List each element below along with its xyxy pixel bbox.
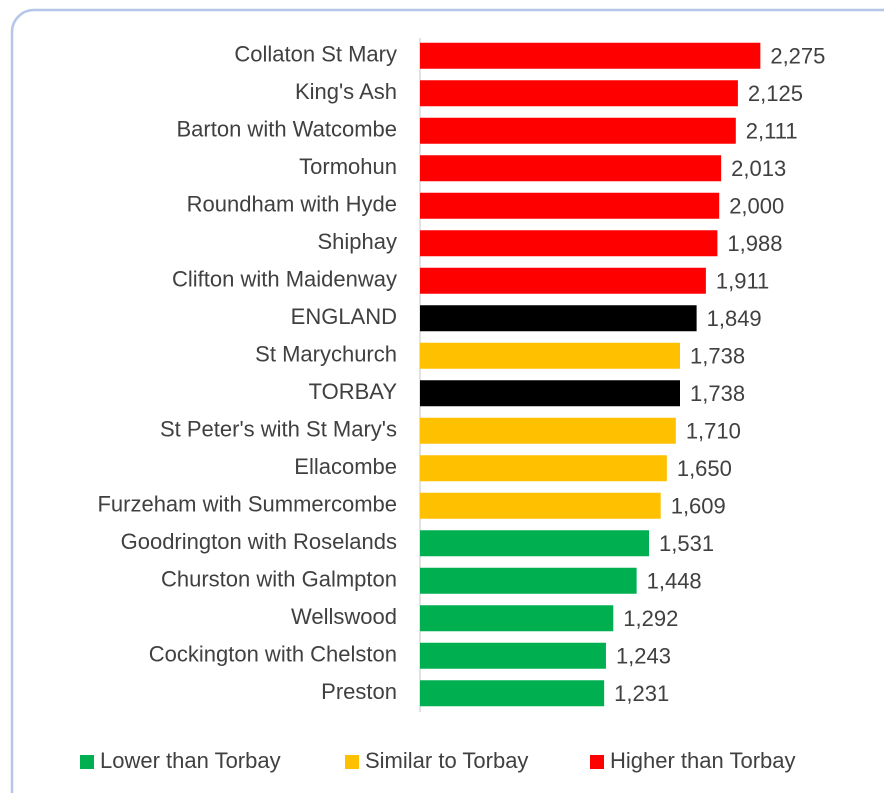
legend-label: Lower than Torbay	[100, 748, 281, 773]
bar	[420, 567, 637, 594]
bar	[420, 80, 738, 107]
bar	[420, 380, 681, 407]
value-label: 1,448	[647, 569, 702, 594]
value-label: 1,231	[614, 681, 669, 706]
value-label: 1,738	[690, 381, 745, 406]
category-label: Wellswood	[291, 604, 397, 629]
category-label: Ellacombe	[294, 454, 397, 479]
category-label: St Peter's with St Mary's	[160, 417, 397, 442]
value-label: 1,292	[623, 606, 678, 631]
bar	[420, 417, 676, 444]
bar	[420, 305, 697, 332]
category-label: Collaton St Mary	[234, 42, 397, 67]
value-label: 2,275	[770, 44, 825, 69]
category-label: TORBAY	[309, 379, 398, 404]
bar	[420, 642, 606, 669]
value-label: 1,650	[677, 456, 732, 481]
value-label: 2,111	[746, 119, 798, 144]
bar	[420, 492, 661, 519]
bar	[420, 605, 614, 632]
category-label: ENGLAND	[291, 304, 397, 329]
value-label: 2,013	[731, 156, 786, 181]
bar	[420, 155, 722, 182]
legend-swatch	[345, 755, 359, 769]
value-label: 1,243	[616, 644, 671, 669]
category-label: St Marychurch	[255, 342, 397, 367]
bar	[420, 267, 706, 294]
value-label: 1,738	[690, 344, 745, 369]
category-label: King's Ash	[295, 79, 397, 104]
value-label: 1,911	[716, 269, 769, 294]
legend-swatch	[590, 755, 604, 769]
category-label: Clifton with Maidenway	[172, 267, 397, 292]
legend-label: Similar to Torbay	[365, 748, 528, 773]
bar	[420, 680, 605, 707]
bar	[420, 42, 761, 69]
category-label: Roundham with Hyde	[187, 192, 397, 217]
bar	[420, 342, 681, 369]
bar	[420, 192, 720, 219]
value-label: 1,609	[671, 494, 726, 519]
category-label: Barton with Watcombe	[177, 117, 398, 142]
legend-label: Higher than Torbay	[610, 748, 796, 773]
category-label: Preston	[321, 679, 397, 704]
bar	[420, 455, 667, 482]
value-label: 2,000	[729, 194, 784, 219]
value-label: 1,849	[707, 306, 762, 331]
category-label: Goodrington with Roselands	[121, 529, 397, 554]
value-label: 1,710	[686, 419, 741, 444]
category-label: Furzeham with Summercombe	[97, 492, 397, 517]
category-label: Cockington with Chelston	[149, 642, 397, 667]
category-label: Churston with Galmpton	[161, 567, 397, 592]
value-label: 2,125	[748, 81, 803, 106]
category-label: Tormohun	[299, 154, 397, 179]
bar	[420, 117, 736, 144]
bar	[420, 530, 650, 557]
bar	[420, 230, 718, 257]
value-label: 1,988	[727, 231, 782, 256]
legend-swatch	[80, 755, 94, 769]
category-label: Shiphay	[317, 229, 397, 254]
value-label: 1,531	[659, 531, 714, 556]
